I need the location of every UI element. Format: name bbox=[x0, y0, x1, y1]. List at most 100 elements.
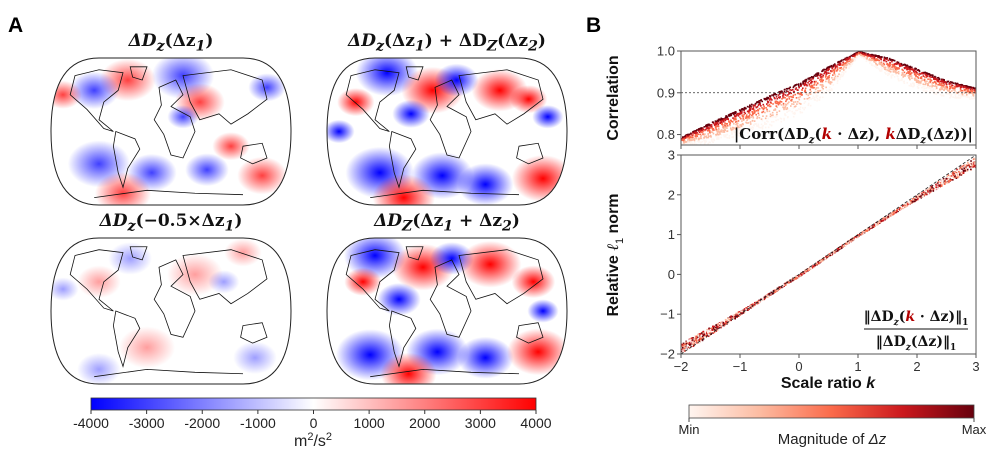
correlation-point bbox=[723, 135, 726, 138]
norm-point bbox=[704, 334, 707, 337]
correlation-point bbox=[931, 82, 934, 85]
correlation-point bbox=[886, 58, 888, 61]
correlation-point bbox=[968, 91, 971, 93]
correlation-point bbox=[729, 114, 731, 116]
correlation-point bbox=[949, 85, 951, 87]
correlation-point bbox=[811, 78, 814, 80]
correlation-point bbox=[809, 98, 811, 100]
correlation-point bbox=[691, 139, 694, 141]
correlation-point bbox=[781, 98, 783, 100]
norm-point bbox=[694, 339, 697, 342]
correlation-point bbox=[695, 130, 698, 132]
correlation-point bbox=[792, 86, 795, 89]
correlation-point bbox=[769, 123, 771, 126]
norm-point bbox=[708, 327, 711, 330]
norm-point bbox=[734, 315, 737, 318]
correlation-point bbox=[941, 94, 943, 97]
correlation-point bbox=[926, 73, 928, 76]
norm-point bbox=[835, 250, 838, 253]
norm-point bbox=[682, 348, 684, 351]
norm-point bbox=[943, 178, 946, 181]
correlation-point bbox=[736, 122, 739, 125]
correlation-point bbox=[775, 105, 778, 107]
correlation-point bbox=[961, 84, 964, 87]
correlation-point bbox=[815, 91, 817, 94]
correlation-point bbox=[908, 71, 911, 74]
correlation-point bbox=[792, 101, 795, 103]
norm-point bbox=[949, 179, 952, 182]
correlation-point bbox=[913, 82, 915, 85]
norm-point bbox=[959, 172, 961, 175]
norm-point bbox=[810, 267, 812, 269]
correlation-point bbox=[968, 92, 970, 95]
norm-point bbox=[736, 316, 738, 318]
negative-anomaly bbox=[457, 336, 514, 379]
positive-anomaly bbox=[459, 240, 522, 288]
correlation-point bbox=[705, 137, 708, 140]
correlation-point bbox=[728, 120, 730, 122]
correlation-point bbox=[739, 112, 742, 115]
correlation-point bbox=[705, 127, 708, 129]
correlation-point bbox=[926, 80, 928, 83]
correlation-point bbox=[827, 72, 830, 74]
correlation-point bbox=[730, 120, 733, 122]
correlation-point bbox=[934, 76, 937, 79]
correlation-point bbox=[949, 91, 951, 93]
correlation-point bbox=[862, 56, 864, 59]
correlation-point bbox=[747, 117, 749, 120]
correlation-point bbox=[836, 65, 838, 68]
correlation-point bbox=[963, 95, 966, 97]
correlation-point bbox=[817, 72, 820, 74]
correlation-point bbox=[738, 126, 740, 129]
correlation-point bbox=[897, 77, 900, 80]
correlation-point bbox=[710, 138, 713, 140]
correlation-point bbox=[743, 127, 746, 130]
correlation-point bbox=[789, 105, 792, 107]
norm-point bbox=[686, 342, 689, 345]
correlation-point bbox=[766, 103, 768, 105]
correlation-point bbox=[729, 124, 731, 127]
norm-point bbox=[731, 315, 733, 318]
correlation-point bbox=[822, 76, 824, 78]
correlation-point bbox=[731, 121, 734, 123]
norm-point bbox=[949, 175, 952, 177]
correlation-point bbox=[845, 62, 847, 64]
correlation-point bbox=[862, 53, 865, 55]
map-cbar-tick-label: 1000 bbox=[354, 415, 385, 431]
norm-point bbox=[903, 205, 906, 208]
correlation-point bbox=[711, 127, 714, 130]
correlation-point bbox=[797, 89, 799, 91]
positive-anomaly bbox=[337, 87, 375, 117]
correlation-point bbox=[704, 129, 706, 132]
correlation-point bbox=[752, 117, 755, 119]
norm-point bbox=[725, 322, 728, 325]
norm-point bbox=[954, 171, 956, 173]
correlation-point bbox=[955, 83, 958, 86]
correlation-point bbox=[705, 128, 707, 131]
correlation-point bbox=[730, 114, 733, 117]
correlation-point bbox=[870, 55, 872, 58]
correlation-point bbox=[794, 101, 797, 103]
correlation-point bbox=[746, 119, 748, 122]
annot-sub2: z bbox=[919, 135, 926, 146]
norm-point bbox=[974, 157, 976, 160]
correlation-point bbox=[764, 98, 767, 100]
norm-point bbox=[970, 168, 972, 171]
correlation-point bbox=[772, 114, 774, 116]
norm-point bbox=[896, 208, 899, 211]
correlation-point bbox=[776, 115, 779, 117]
correlation-point bbox=[888, 73, 890, 76]
correlation-point bbox=[843, 62, 845, 65]
correlation-point bbox=[799, 106, 802, 109]
correlation-point bbox=[893, 59, 896, 62]
correlation-point bbox=[859, 51, 862, 53]
norm-point bbox=[820, 259, 823, 262]
correlation-point bbox=[706, 129, 709, 132]
norm-point bbox=[933, 186, 936, 189]
correlation-point bbox=[842, 69, 845, 71]
y-tick-label: 0 bbox=[668, 267, 675, 282]
correlation-point bbox=[812, 95, 815, 98]
num-sub2: 1 bbox=[962, 318, 968, 328]
correlation-point bbox=[836, 68, 839, 70]
correlation-point bbox=[946, 85, 948, 88]
